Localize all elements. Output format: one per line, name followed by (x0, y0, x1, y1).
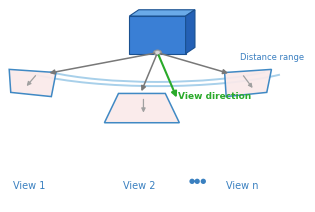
Text: View 2: View 2 (123, 180, 155, 191)
Circle shape (153, 50, 162, 55)
Text: View direction: View direction (178, 92, 251, 101)
Text: ●●●: ●●● (189, 178, 207, 184)
Polygon shape (129, 16, 186, 54)
Text: Distance range: Distance range (240, 53, 304, 62)
Polygon shape (225, 69, 272, 97)
Circle shape (155, 51, 160, 54)
Text: View 1: View 1 (13, 180, 46, 191)
Text: View n: View n (226, 180, 258, 191)
Polygon shape (104, 93, 179, 123)
Polygon shape (9, 69, 56, 97)
Polygon shape (186, 10, 195, 54)
Polygon shape (129, 10, 195, 16)
